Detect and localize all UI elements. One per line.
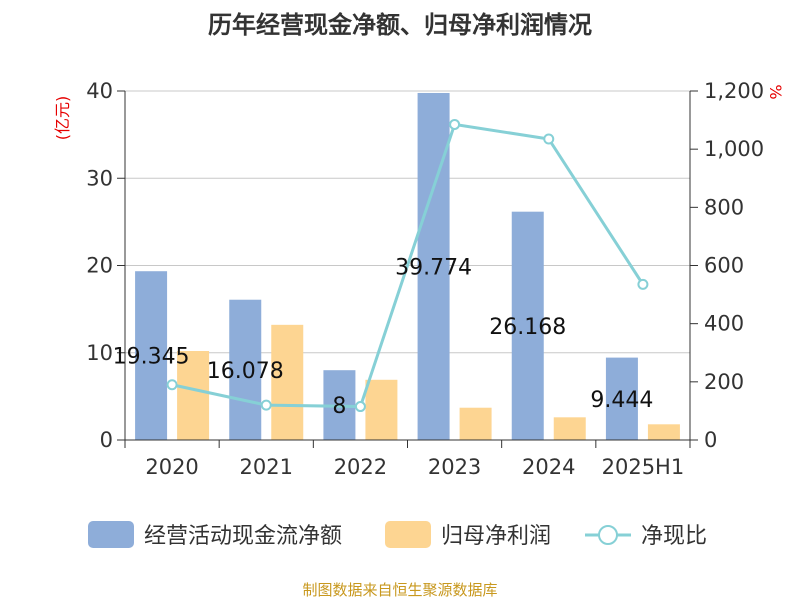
ratio-point [543, 133, 555, 145]
bar-value-label: 16.078 [207, 359, 284, 384]
ratio-point [637, 278, 649, 290]
left-tick-label: 0 [100, 428, 113, 452]
ratio-point [354, 401, 366, 413]
bar-net-profit [647, 424, 680, 440]
right-tick-label: 400 [704, 312, 744, 336]
legend-label: 归母净利润 [441, 524, 551, 549]
bar-net-profit [553, 417, 586, 440]
source-note: 制图数据来自恒生聚源数据库 [302, 581, 497, 599]
legend-swatch [385, 521, 431, 548]
bar-cashflow [229, 299, 262, 440]
left-tick-label: 30 [86, 166, 113, 190]
right-tick-label: 800 [704, 195, 744, 219]
legend-label: 净现比 [641, 524, 707, 549]
left-tick-label: 40 [86, 79, 113, 103]
bar-net-profit [177, 351, 210, 440]
right-tick-label: 1,000 [704, 137, 764, 161]
ratio-point [449, 118, 461, 130]
bar-value-label: 19.345 [113, 345, 190, 370]
bar-cashflow [135, 271, 168, 440]
left-tick-label: 20 [86, 254, 113, 278]
x-tick-label: 2020 [145, 455, 198, 479]
bar-net-profit [459, 407, 492, 440]
bar-net-profit [365, 379, 398, 440]
bar-net-profit [271, 324, 304, 440]
ratio-point [166, 379, 178, 391]
data-labels: 19.345 16.078 8 39.774 26.168 9.444 [113, 255, 654, 419]
bar-value-label: 9.444 [590, 388, 653, 413]
bar-value-label: 39.774 [395, 255, 472, 280]
ratio-point [260, 399, 272, 411]
legend: 经营活动现金流净额 归母净利润 净现比 [88, 521, 707, 549]
ratio-line-path [171, 122, 645, 409]
legend-marker [598, 525, 618, 545]
x-tick-label: 2021 [240, 455, 293, 479]
right-tick-label: 600 [704, 254, 744, 278]
bars [135, 92, 680, 440]
bar-value-label: 8 [332, 394, 346, 419]
right-tick-label: 1,200 [704, 79, 764, 103]
x-tick-label: 2023 [428, 455, 481, 479]
legend-swatch [88, 521, 134, 548]
x-tick-label: 2022 [334, 455, 387, 479]
right-axis-unit: % [766, 84, 785, 99]
right-tick-label: 0 [704, 428, 717, 452]
left-axis-unit: (亿元) [53, 96, 72, 141]
gridlines [125, 90, 690, 354]
right-tick-label: 200 [704, 370, 744, 394]
bar-cashflow [511, 211, 544, 440]
chart-title: 历年经营现金净额、归母净利润情况 [208, 11, 592, 39]
left-tick-label: 10 [86, 341, 113, 365]
bar-cashflow [605, 357, 638, 440]
x-tick-label: 2025H1 [602, 455, 685, 479]
bar-value-label: 26.168 [489, 315, 566, 340]
x-tick-label: 2024 [522, 455, 575, 479]
legend-label: 经营活动现金流净额 [144, 524, 342, 549]
ratio-line [166, 118, 649, 413]
